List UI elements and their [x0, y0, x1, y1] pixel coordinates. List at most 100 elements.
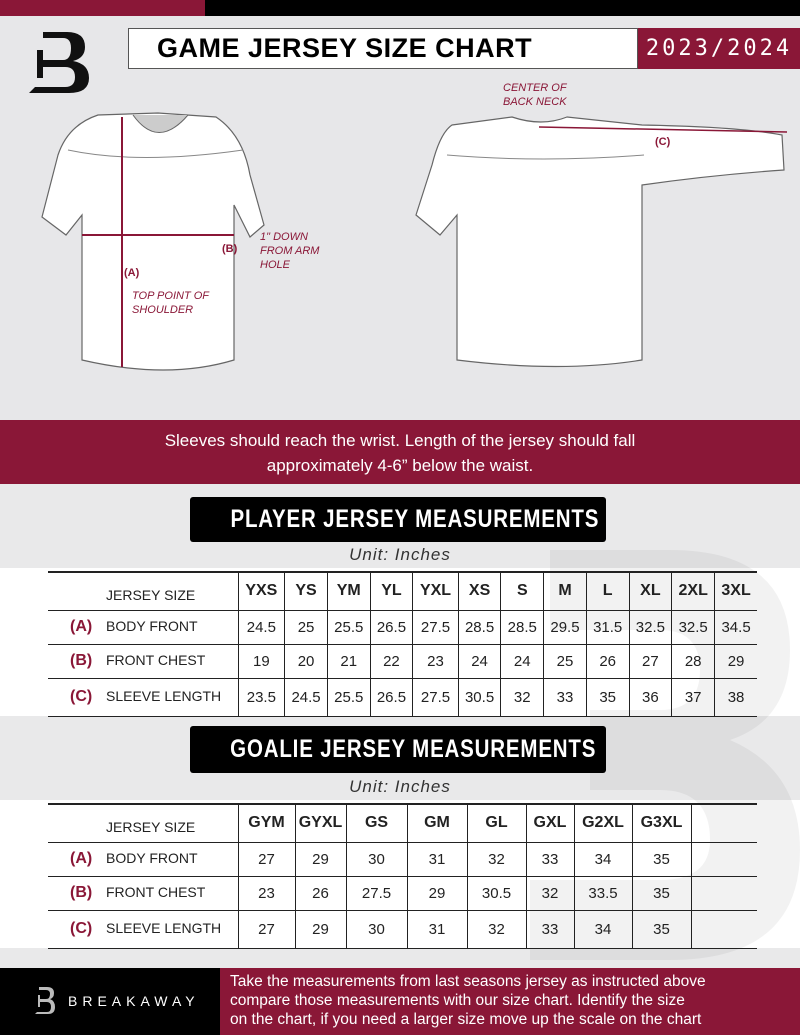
table-cell — [690, 842, 757, 876]
center-back-neck-label: CENTER OF BACK NECK — [503, 82, 567, 108]
table-cell: 25.5 — [326, 678, 371, 716]
measure-label: SLEEVE LENGTH — [106, 688, 222, 704]
jersey-size-header: JERSEY SIZE — [106, 819, 196, 836]
size-header: GXL — [525, 804, 574, 842]
size-header: YM — [326, 572, 371, 610]
table-cell: 29 — [294, 910, 346, 948]
size-header — [690, 804, 757, 842]
top-bar-accent — [0, 0, 205, 16]
table-cell: 28 — [671, 644, 715, 678]
table-cell: 29.5 — [543, 610, 587, 644]
row-label: (B) FRONT CHEST — [48, 876, 238, 910]
size-header: GS — [345, 804, 407, 842]
measure-key: (C) — [70, 920, 93, 937]
footer-note-line-2: compare those measurements with our size… — [230, 992, 685, 1009]
measure-key: (B) — [70, 652, 93, 669]
goalie-unit: Unit: Inches — [349, 777, 451, 796]
table-cell: 34 — [573, 910, 632, 948]
measure-key: (A) — [70, 618, 93, 635]
size-header: XS — [457, 572, 501, 610]
table-cell: 21 — [326, 644, 371, 678]
table-cell: 27.5 — [412, 610, 459, 644]
table-cell: 24 — [457, 644, 501, 678]
table-cell: 26 — [585, 644, 630, 678]
table-cell: 23.5 — [237, 678, 285, 716]
measure-key: (A) — [70, 850, 93, 867]
table-cell: 35 — [631, 876, 691, 910]
label-b: (B) — [222, 243, 238, 255]
footer-logo — [35, 987, 55, 1014]
table-row: (C) SLEEVE LENGTH 23.5 24.5 25.5 26.5 27.5 30.5… — [48, 678, 757, 716]
size-header: 3XL — [714, 572, 757, 610]
table-cell: 22 — [369, 644, 413, 678]
size-header: GM — [406, 804, 467, 842]
table-cell: 36 — [628, 678, 672, 716]
goalie-section-title: GOALIE JERSEY MEASUREMENTS — [230, 735, 597, 763]
size-header: XL — [628, 572, 672, 610]
table-cell: 38 — [714, 678, 757, 716]
size-header: G2XL — [573, 804, 632, 842]
measure-label: BODY FRONT — [106, 618, 198, 634]
table-cell: 24 — [500, 644, 544, 678]
table-cell: 32 — [500, 678, 544, 716]
table-cell: 32 — [525, 876, 574, 910]
player-section-title: PLAYER JERSEY MEASUREMENTS — [230, 505, 600, 533]
breakaway-logo — [29, 32, 89, 93]
table-cell: 34.5 — [714, 610, 757, 644]
label-c: (C) — [655, 136, 671, 148]
row-label: (C) SLEEVE LENGTH — [48, 910, 238, 948]
footer-note: Take the measurements from last seasons … — [220, 968, 800, 1035]
table-cell: 30.5 — [457, 678, 501, 716]
label-a: (A) — [124, 267, 140, 279]
table-cell: 37 — [671, 678, 715, 716]
table-cell: 25 — [284, 610, 328, 644]
table-cell: 27 — [628, 644, 672, 678]
table-cell: 27.5 — [345, 876, 407, 910]
table-row: (B) FRONT CHEST 19 20 21 22 23 24 24 25 26 27 28 29 — [48, 644, 757, 678]
table-cell: 32.5 — [628, 610, 672, 644]
shoulder-note: TOP POINT OF SHOULDER — [132, 290, 209, 316]
table-cell: 27 — [237, 910, 295, 948]
footer-brand-panel — [0, 968, 220, 1035]
table-cell: 32.5 — [671, 610, 715, 644]
table-cell: 24.5 — [284, 678, 328, 716]
size-header: YXS — [237, 572, 285, 610]
footer-note-line-1: Take the measurements from last seasons … — [230, 973, 706, 990]
banner-line-2: approximately 4-6” below the waist. — [266, 456, 534, 475]
table-cell: 26.5 — [369, 610, 413, 644]
size-header: GYXL — [294, 804, 346, 842]
table-cell: 30 — [345, 910, 407, 948]
row-label: (B) FRONT CHEST — [48, 644, 238, 678]
table-cell — [690, 876, 757, 910]
measure-key: (C) — [70, 688, 93, 705]
jersey-size-header: JERSEY SIZE — [106, 587, 196, 604]
player-size-table: JERSEY SIZE YXS YS YM YL YXL XS S M L XL… — [48, 571, 757, 717]
table-cell: 32 — [466, 910, 526, 948]
table-cell: 31.5 — [585, 610, 630, 644]
table-cell: 30.5 — [466, 876, 526, 910]
goalie-section-title-box: GOALIE JERSEY MEASUREMENTS — [190, 726, 606, 773]
table-cell: 26 — [294, 876, 346, 910]
table-cell: 28.5 — [457, 610, 501, 644]
player-unit: Unit: Inches — [349, 545, 451, 564]
row-label: (C) SLEEVE LENGTH — [48, 678, 238, 716]
table-cell — [690, 910, 757, 948]
table-cell: 25.5 — [326, 610, 371, 644]
table-row: (C) SLEEVE LENGTH 27 29 30 31 32 33 34 35 — [48, 910, 757, 948]
table-cell: 35 — [585, 678, 630, 716]
table-header-row: JERSEY SIZE YXS YS YM YL YXL XS S M L XL… — [48, 572, 757, 610]
table-row: (A) BODY FRONT 24.5 25 25.5 26.5 27.5 28.5 28.5 2… — [48, 610, 757, 644]
table-cell: 25 — [543, 644, 587, 678]
table-cell: 24.5 — [237, 610, 285, 644]
table-header-row: JERSEY SIZE GYM GYXL GS GM GL GXL G2XL G… — [48, 804, 757, 842]
table-row: (B) FRONT CHEST 23 26 27.5 29 30.5 32 33.5 35 — [48, 876, 757, 910]
page-title: GAME JERSEY SIZE CHART — [128, 28, 638, 69]
front-jersey-diagram — [41, 112, 265, 371]
table-cell: 29 — [714, 644, 757, 678]
top-bar-dark — [205, 0, 800, 16]
footer-note-line-3: on the chart, if you need a larger size … — [230, 1011, 702, 1028]
row-label: (A) BODY FRONT — [48, 610, 238, 644]
table-cell: 35 — [631, 842, 691, 876]
size-header: YXL — [412, 572, 459, 610]
arm-hole-note: 1" DOWN FROM ARM HOLE — [260, 231, 320, 271]
